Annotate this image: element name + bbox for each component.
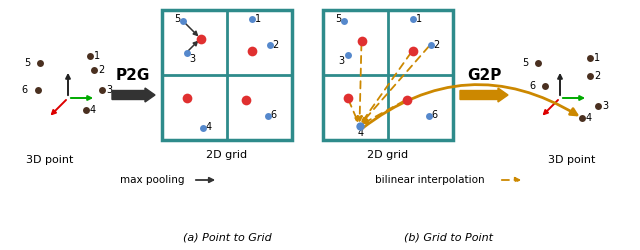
- Text: 3: 3: [189, 54, 196, 64]
- Text: 4: 4: [90, 105, 96, 115]
- Text: 2: 2: [594, 71, 600, 81]
- Text: 1: 1: [94, 51, 100, 61]
- Text: 3: 3: [106, 85, 112, 95]
- Text: 2D grid: 2D grid: [367, 150, 408, 160]
- Text: (a) Point to Grid: (a) Point to Grid: [182, 232, 271, 242]
- Text: 4: 4: [205, 122, 212, 132]
- Bar: [162, 10, 292, 140]
- Text: 5: 5: [522, 58, 528, 68]
- Text: 3: 3: [339, 56, 344, 66]
- Text: 2: 2: [98, 65, 104, 75]
- Text: 6: 6: [22, 85, 28, 95]
- Text: 6: 6: [431, 110, 438, 120]
- Text: 1: 1: [255, 14, 260, 24]
- FancyArrow shape: [112, 88, 155, 102]
- Text: 5: 5: [24, 58, 30, 68]
- Text: P2G: P2G: [116, 68, 150, 82]
- Text: G2P: G2P: [467, 68, 501, 82]
- Text: 1: 1: [594, 53, 600, 63]
- Bar: [323, 10, 453, 140]
- Text: 6: 6: [271, 110, 276, 120]
- Text: 1: 1: [415, 14, 422, 24]
- Text: 4: 4: [586, 113, 592, 123]
- Text: 3D point: 3D point: [26, 155, 74, 165]
- Text: 4: 4: [358, 128, 364, 138]
- Text: 2: 2: [433, 40, 440, 50]
- Text: 5: 5: [335, 14, 342, 24]
- Text: 3D point: 3D point: [548, 155, 596, 165]
- Text: bilinear interpolation: bilinear interpolation: [375, 175, 484, 185]
- FancyArrow shape: [460, 88, 508, 102]
- Text: 6: 6: [529, 81, 535, 91]
- Text: 2D grid: 2D grid: [207, 150, 248, 160]
- Text: 5: 5: [174, 14, 180, 24]
- Text: 3: 3: [602, 101, 608, 111]
- Text: max pooling: max pooling: [120, 175, 184, 185]
- Text: (b) Grid to Point: (b) Grid to Point: [403, 232, 493, 242]
- Text: 2: 2: [273, 40, 279, 50]
